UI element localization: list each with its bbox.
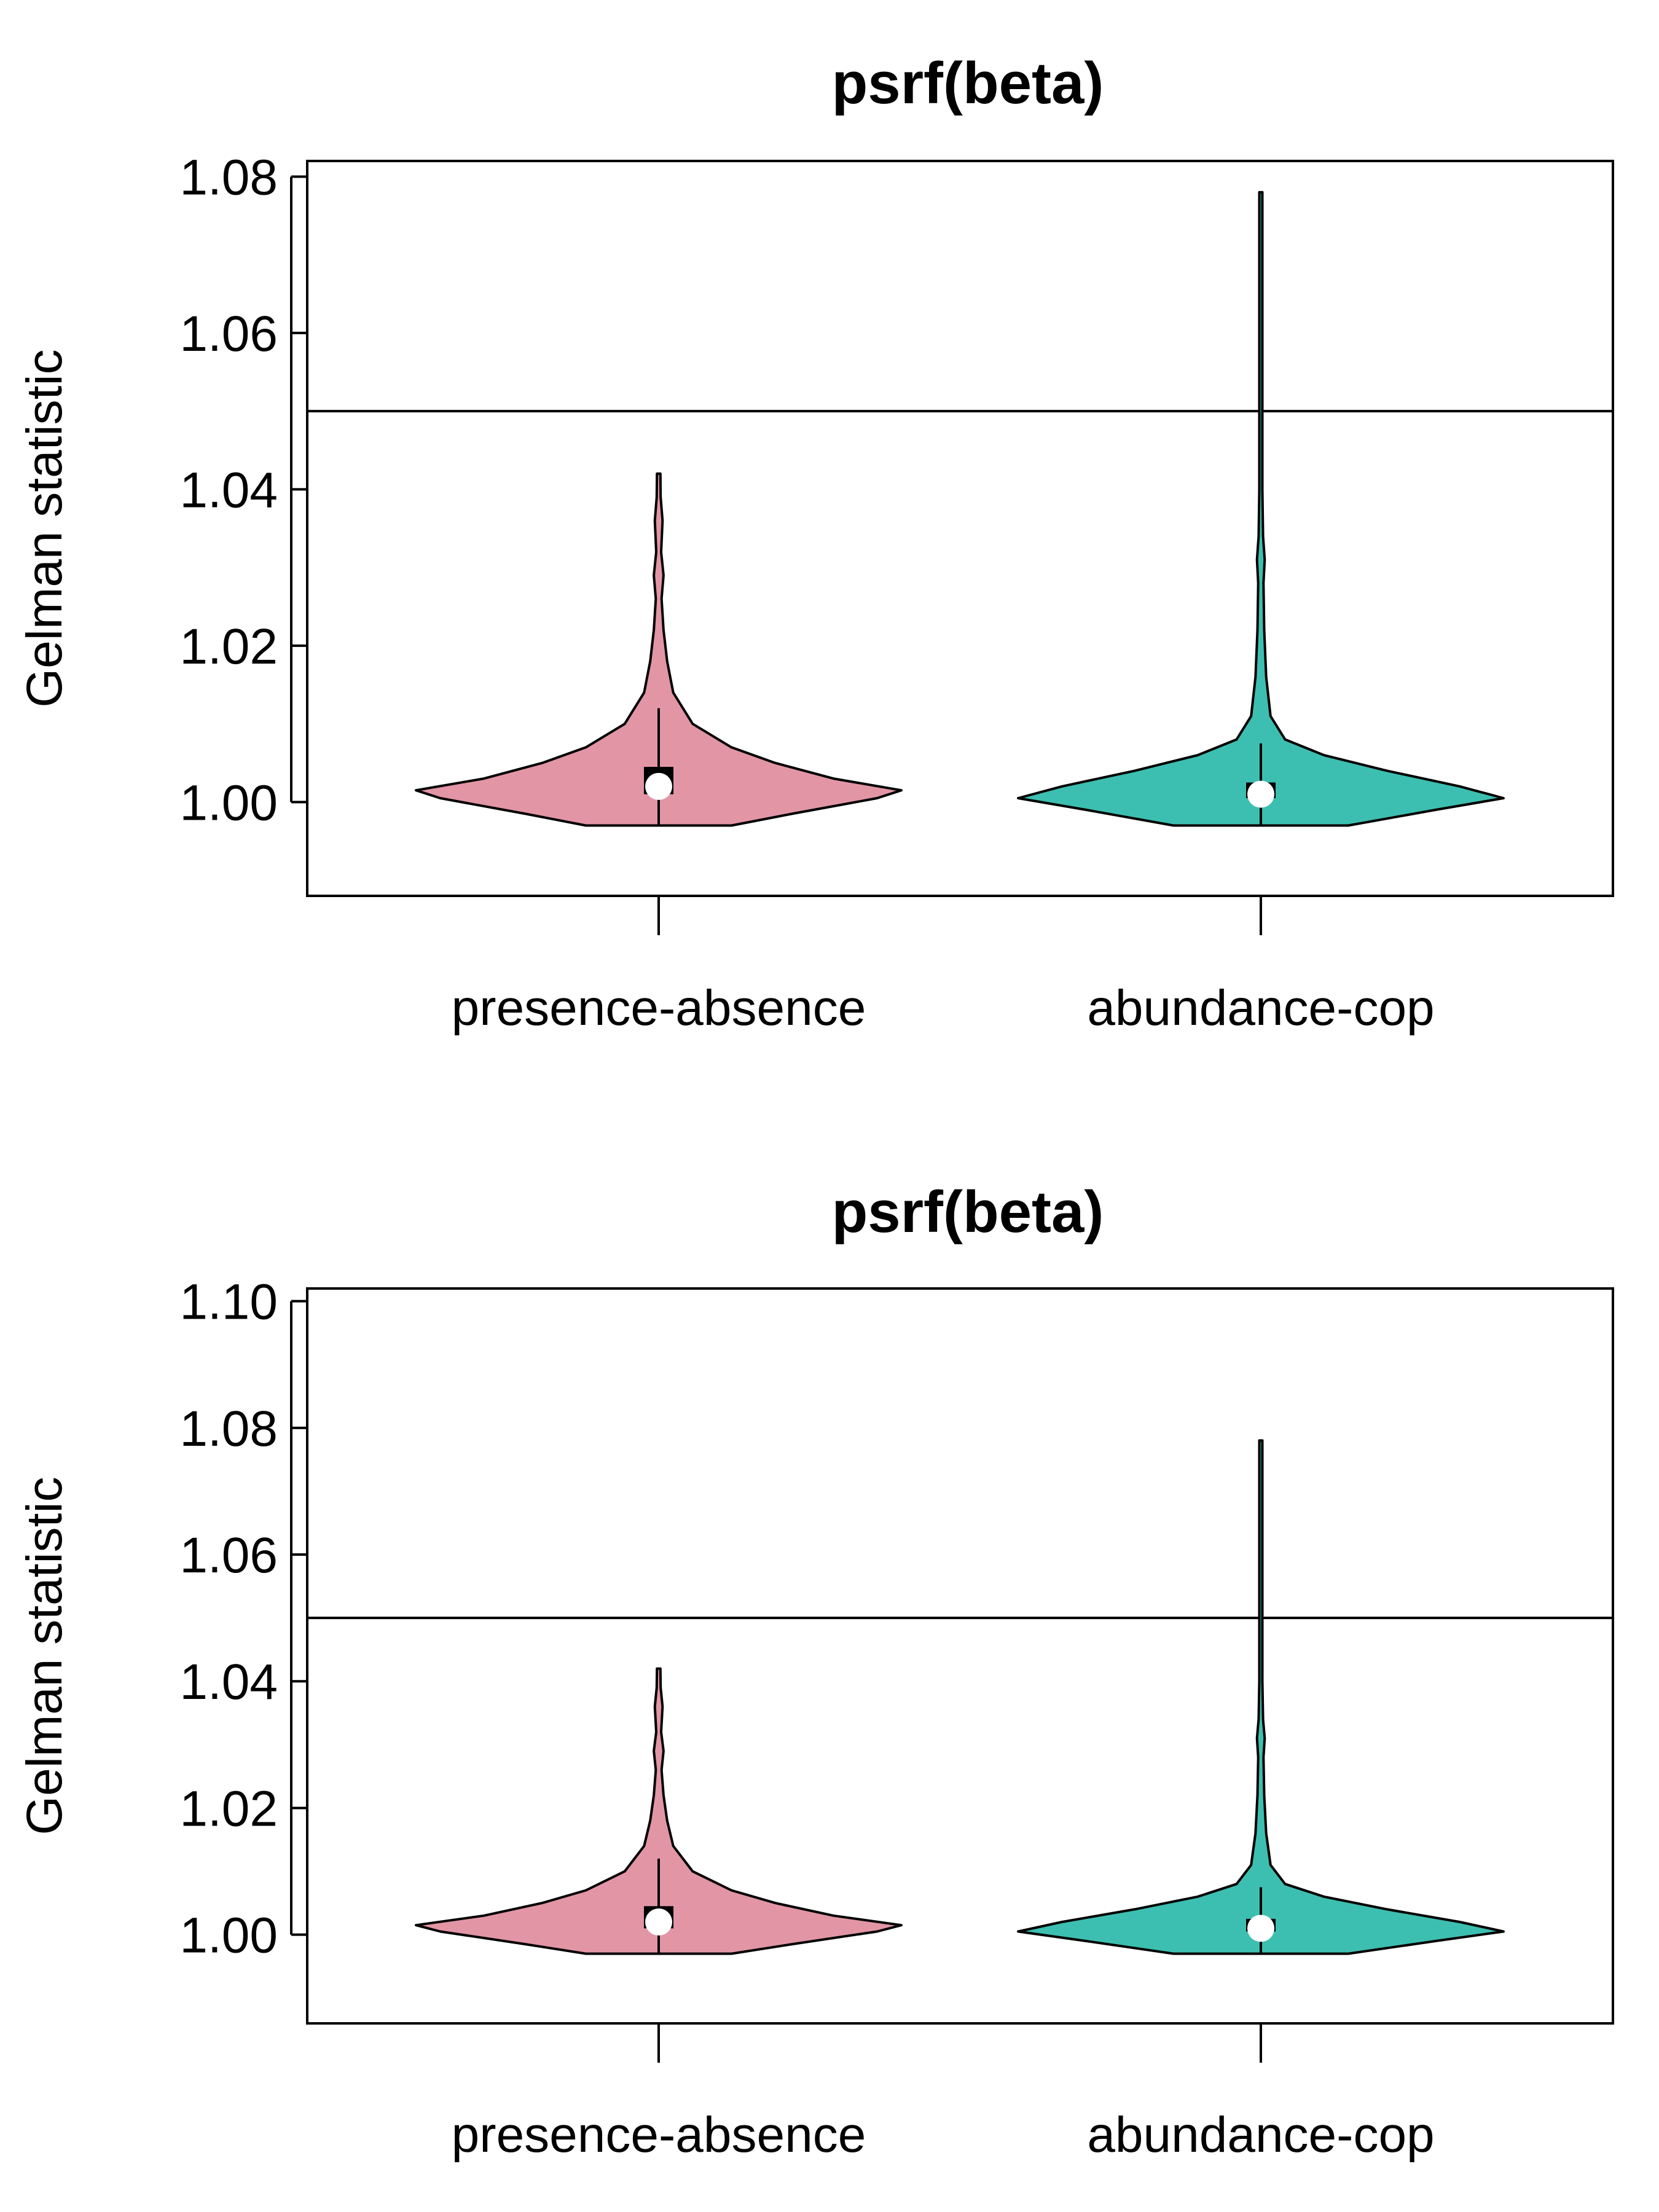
y-tick-label-2-4: 1.08	[179, 1401, 278, 1457]
median-point-abundance-cop-1	[1247, 780, 1274, 808]
panel-2: psrf(beta) Gelman statistic 1.00 1.02 1.04…	[17, 1179, 1614, 2163]
plot-area-2: 1.00 1.02 1.04 1.06 1.08 1.10	[179, 1274, 1614, 2063]
chart-title-1: psrf(beta)	[832, 50, 1104, 116]
x-tick-label-presence-absence-2: presence-absence	[452, 2107, 866, 2163]
chart-title-2: psrf(beta)	[832, 1179, 1104, 1245]
y-tick-label-2-1: 1.02	[179, 1781, 278, 1837]
median-point-presence-absence-1	[645, 772, 672, 800]
y-tick-label-2-3: 1.06	[179, 1528, 278, 1583]
y-tick-label-1-2: 1.04	[179, 462, 278, 518]
violin-abundance-cop-1	[1017, 190, 1505, 827]
y-tick-label-2-2: 1.04	[179, 1654, 278, 1710]
violin-abundance-cop-2	[1017, 1439, 1505, 1955]
x-tick-label-abundance-cop-1: abundance-cop	[1087, 980, 1434, 1036]
median-point-abundance-cop-2	[1247, 1915, 1274, 1942]
y-tick-label-1-4: 1.08	[179, 149, 278, 205]
y-tick-label-1-1: 1.02	[179, 619, 278, 675]
y-tick-label-2-0: 1.00	[179, 1908, 278, 1964]
y-tick-label-1-3: 1.06	[179, 306, 278, 362]
x-tick-label-abundance-cop-2: abundance-cop	[1087, 2107, 1434, 2163]
plot-frame-1	[306, 160, 1614, 897]
panel-1: psrf(beta) Gelman statistic 1.00 1.02 1.04…	[17, 50, 1614, 1036]
y-tick-label-1-0: 1.00	[179, 775, 278, 831]
violin-presence-absence-1	[415, 472, 903, 827]
y-axis-label-1: Gelman statistic	[17, 349, 73, 707]
y-axis-label-2: Gelman statistic	[17, 1477, 73, 1835]
plot-frame-2	[306, 1287, 1614, 2025]
violin-presence-absence-2	[415, 1667, 903, 1955]
plot-area-1: 1.00 1.02 1.04 1.06 1.08	[179, 149, 1614, 935]
median-point-presence-absence-2	[645, 1908, 672, 1936]
y-tick-label-2-5: 1.10	[179, 1274, 278, 1330]
x-tick-label-presence-absence-1: presence-absence	[452, 980, 866, 1036]
